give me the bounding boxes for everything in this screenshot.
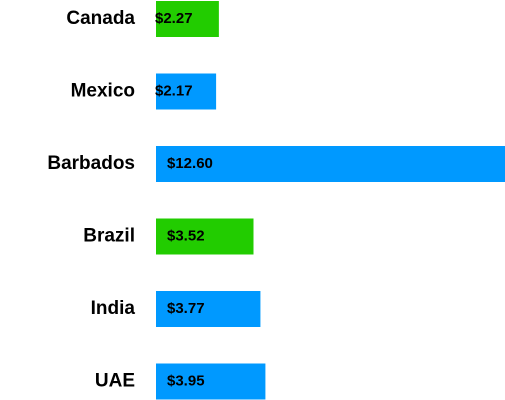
- category-label: India: [91, 298, 136, 319]
- bar: [156, 218, 254, 255]
- category-label: UAE: [95, 371, 135, 392]
- value-label: $12.60: [167, 155, 213, 172]
- bar: [156, 363, 266, 400]
- category-label: Brazil: [83, 226, 135, 247]
- category-label: Barbados: [47, 153, 135, 174]
- category-label: Canada: [66, 8, 135, 29]
- value-label: $2.17: [155, 82, 193, 99]
- bar: [156, 291, 261, 327]
- value-label: $3.95: [167, 372, 205, 389]
- bar: [156, 146, 505, 182]
- category-label: Mexico: [71, 81, 135, 102]
- value-label: $2.27: [155, 10, 193, 27]
- bar: [156, 73, 217, 110]
- value-label: $3.77: [167, 300, 205, 317]
- value-label: $3.52: [167, 227, 205, 244]
- bar: [156, 1, 219, 37]
